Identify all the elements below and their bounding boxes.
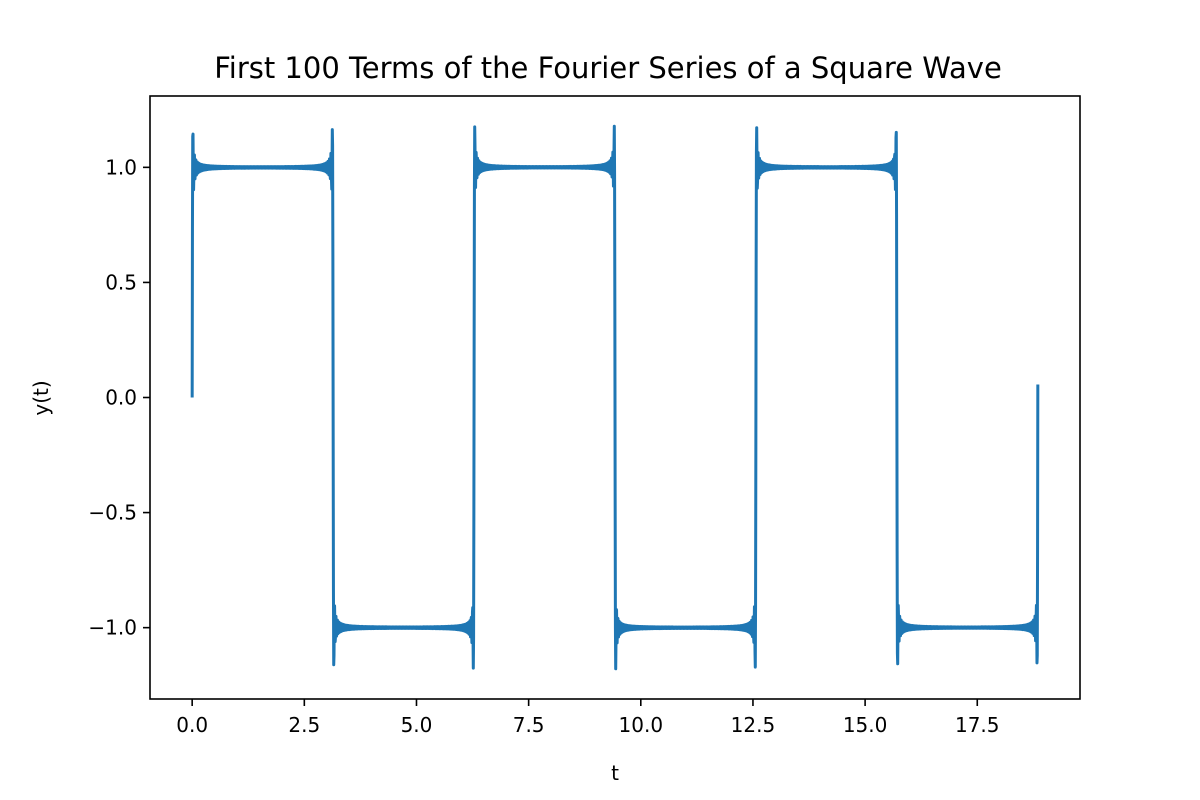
plot-area: [190, 124, 1040, 671]
x-tick-label: 5.0: [401, 713, 433, 737]
x-tick-label: 17.5: [955, 713, 1000, 737]
y-tick-label: 1.0: [105, 155, 137, 179]
x-tick-label: 15.0: [843, 713, 888, 737]
series-line: [190, 124, 1040, 671]
x-tick-label: 0.0: [176, 713, 208, 737]
y-tick-label: 0.0: [105, 386, 137, 410]
chart-title: First 100 Terms of the Fourier Series of…: [214, 51, 1002, 85]
x-tick-label: 2.5: [288, 713, 320, 737]
x-tick-label: 7.5: [513, 713, 545, 737]
x-axis-label: t: [611, 761, 619, 785]
x-tick-label: 10.0: [619, 713, 664, 737]
y-tick-label: −1.0: [88, 616, 137, 640]
y-axis-label: y(t): [29, 380, 53, 415]
y-axis-ticks: −1.0 −0.5 0.0 0.5 1.0: [88, 155, 150, 640]
y-tick-label: −0.5: [88, 501, 137, 525]
y-tick-label: 0.5: [105, 270, 137, 294]
x-axis-ticks: 0.0 2.5 5.0 7.5 10.0 12.5 15.0 17.5: [176, 699, 1000, 737]
x-tick-label: 12.5: [731, 713, 776, 737]
